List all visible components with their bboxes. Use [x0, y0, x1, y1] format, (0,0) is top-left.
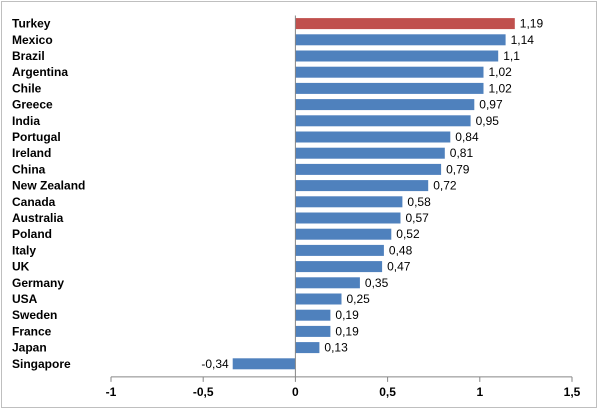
bar-portugal [295, 131, 451, 143]
category-label: New Zealand [12, 179, 85, 193]
category-label: Mexico [12, 33, 53, 47]
category-label: France [12, 324, 52, 338]
value-label: 0,35 [365, 276, 389, 290]
value-label: 0,13 [324, 341, 348, 355]
value-label: 0,25 [347, 292, 371, 306]
x-tick-label: -1 [106, 385, 117, 399]
value-label: 0,79 [446, 162, 470, 176]
bar-uk [295, 261, 383, 273]
value-label: 0,58 [407, 195, 431, 209]
bar-canada [295, 196, 403, 208]
category-label: Sweden [12, 308, 57, 322]
bar-sweden [295, 309, 331, 321]
x-tick-label: 1,5 [564, 385, 581, 399]
category-label: Greece [12, 98, 53, 112]
bar-singapore [232, 358, 296, 370]
category-label: Turkey [12, 17, 51, 31]
value-label: 0,81 [450, 146, 474, 160]
category-label: India [12, 114, 40, 128]
value-label: 1,02 [489, 65, 513, 79]
bar-ireland [295, 147, 445, 159]
bar-greece [295, 99, 475, 111]
category-label: China [12, 162, 46, 176]
bar-chile [295, 82, 484, 94]
category-label: Singapore [12, 357, 71, 371]
category-label: Australia [12, 211, 64, 225]
bar-new-zealand [295, 180, 429, 192]
bar-brazil [295, 50, 499, 62]
category-label: Brazil [12, 49, 45, 63]
bar-poland [295, 228, 392, 240]
bar-turkey [295, 18, 515, 30]
bar-china [295, 163, 442, 175]
value-label: 0,19 [335, 324, 359, 338]
value-label: 1,19 [520, 17, 544, 31]
value-label: 0,97 [479, 98, 503, 112]
category-label: Argentina [12, 65, 68, 79]
category-label: Portugal [12, 130, 61, 144]
x-tick-label: 0 [292, 385, 299, 399]
bar-india [295, 115, 471, 127]
value-label: 0,72 [433, 179, 457, 193]
value-label: 1,14 [511, 33, 535, 47]
value-label: 1,1 [503, 49, 520, 63]
category-label: Ireland [12, 146, 51, 160]
category-label: UK [12, 260, 30, 274]
value-label: 0,48 [389, 243, 413, 257]
value-label: 0,52 [396, 227, 420, 241]
value-label: 0,57 [406, 211, 430, 225]
value-label: 0,19 [335, 308, 359, 322]
value-label: 0,95 [476, 114, 500, 128]
bar-mexico [295, 34, 506, 46]
category-label: USA [12, 292, 38, 306]
bar-france [295, 325, 331, 337]
value-label: -0,34 [201, 357, 229, 371]
bar-italy [295, 244, 384, 256]
x-tick-label: 0,5 [379, 385, 396, 399]
value-label: 0,47 [387, 260, 411, 274]
category-label: Chile [12, 81, 42, 95]
category-label: Canada [12, 195, 56, 209]
bar-japan [295, 342, 320, 354]
bar-argentina [295, 66, 484, 78]
x-tick-label: 1 [476, 385, 483, 399]
bar-australia [295, 212, 401, 224]
x-tick-label: -0,5 [193, 385, 214, 399]
category-label: Germany [12, 276, 64, 290]
value-label: 1,02 [489, 81, 513, 95]
value-label: 0,84 [455, 130, 479, 144]
bar-usa [295, 293, 342, 305]
category-label: Poland [12, 227, 52, 241]
category-label: Japan [12, 341, 47, 355]
category-label: Italy [12, 243, 36, 257]
bar-germany [295, 277, 360, 289]
